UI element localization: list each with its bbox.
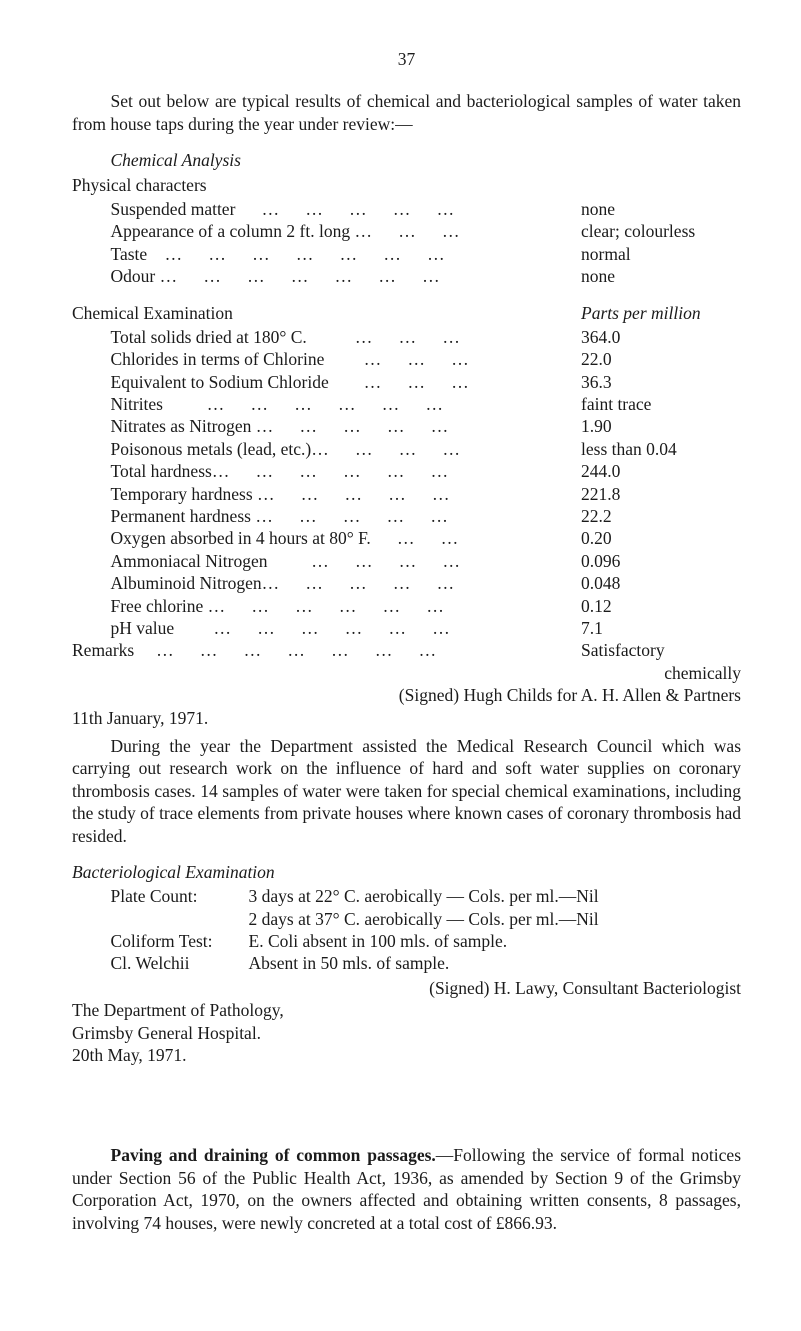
- kv-value: 22.0: [581, 348, 741, 370]
- kv-value: less than 0.04: [581, 438, 741, 460]
- kv-value: 22.2: [581, 505, 741, 527]
- bact-label: Coliform Test:: [111, 930, 249, 952]
- dept-line-1: The Department of Pathology,: [72, 999, 741, 1021]
- bact-label: [111, 908, 249, 930]
- kv-value: 0.20: [581, 527, 741, 549]
- remarks-label: Remarks … … … … … … …: [72, 639, 436, 661]
- kv-value: normal: [581, 243, 741, 265]
- intro-paragraph: Set out below are typical results of che…: [72, 90, 741, 135]
- kv-label: Nitrates as Nitrogen … … … … …: [111, 415, 449, 437]
- kv-value: 0.096: [581, 550, 741, 572]
- kv-label: Permanent hardness … … … … …: [111, 505, 448, 527]
- physical-characters-heading: Physical characters: [72, 174, 741, 196]
- kv-row: Total solids dried at 180° C. … … … 364.0: [111, 326, 742, 348]
- kv-row: Nitrites … … … … … … faint trace: [111, 393, 742, 415]
- kv-value: none: [581, 198, 741, 220]
- chemical-examination-heading: Chemical Examination: [72, 302, 233, 324]
- parts-per-million-heading: Parts per million: [581, 302, 741, 324]
- kv-row: Odour … … … … … … … none: [111, 265, 742, 287]
- kv-row: Taste … … … … … … … normal: [111, 243, 742, 265]
- kv-value: none: [581, 265, 741, 287]
- remarks-value: Satisfactory: [581, 639, 741, 661]
- kv-value: 0.048: [581, 572, 741, 594]
- kv-row: Total hardness… … … … … … 244.0: [111, 460, 742, 482]
- kv-label: Albuminoid Nitrogen… … … … …: [111, 572, 455, 594]
- bacteriological-list: Plate Count: 3 days at 22° C. aerobicall…: [111, 885, 742, 975]
- kv-value: 7.1: [581, 617, 741, 639]
- bact-label: Cl. Welchii: [111, 952, 249, 974]
- bact-label: Plate Count:: [111, 885, 249, 907]
- kv-label: Taste … … … … … … …: [111, 243, 445, 265]
- chemical-analysis-heading: Chemical Analysis: [111, 149, 742, 171]
- kv-row: Albuminoid Nitrogen… … … … … 0.048: [111, 572, 742, 594]
- kv-row: pH value … … … … … … 7.1: [111, 617, 742, 639]
- kv-value: 1.90: [581, 415, 741, 437]
- kv-label: Odour … … … … … … …: [111, 265, 440, 287]
- bact-row: Cl. Welchii Absent in 50 mls. of sample.: [111, 952, 742, 974]
- kv-value: 364.0: [581, 326, 741, 348]
- remarks-value-2: chemically: [631, 662, 741, 684]
- kv-label: Suspended matter … … … … …: [111, 198, 455, 220]
- kv-value: 36.3: [581, 371, 741, 393]
- paving-heading: Paving and draining of common passages.: [111, 1145, 436, 1165]
- bact-value: 2 days at 37° C. aerobically — Cols. per…: [249, 908, 742, 930]
- kv-row: Suspended matter … … … … … none: [111, 198, 742, 220]
- date-line-1: 11th January, 1971.: [72, 707, 741, 729]
- kv-row: Chlorides in terms of Chlorine … … … 22.0: [111, 348, 742, 370]
- mid-paragraph: During the year the Department assisted …: [72, 735, 741, 847]
- kv-label: Temporary hardness … … … … …: [111, 483, 450, 505]
- signature-line-1: (Signed) Hugh Childs for A. H. Allen & P…: [72, 684, 741, 706]
- kv-row: Permanent hardness … … … … … 22.2: [111, 505, 742, 527]
- bact-row: Coliform Test: E. Coli absent in 100 mls…: [111, 930, 742, 952]
- kv-label: Equivalent to Sodium Chloride … … …: [111, 371, 469, 393]
- bact-row: 2 days at 37° C. aerobically — Cols. per…: [111, 908, 742, 930]
- remarks-row-2: chemically: [72, 662, 741, 684]
- page-number: 37: [72, 48, 741, 70]
- kv-row: Oxygen absorbed in 4 hours at 80° F. … ……: [111, 527, 742, 549]
- chemical-examination-header-row: Chemical Examination Parts per million: [72, 302, 741, 326]
- kv-label: Chlorides in terms of Chlorine … … …: [111, 348, 469, 370]
- kv-row: Ammoniacal Nitrogen … … … … 0.096: [111, 550, 742, 572]
- kv-label: Oxygen absorbed in 4 hours at 80° F. … …: [111, 527, 459, 549]
- kv-row: Nitrates as Nitrogen … … … … … 1.90: [111, 415, 742, 437]
- kv-row: Equivalent to Sodium Chloride … … … 36.3: [111, 371, 742, 393]
- kv-row: Temporary hardness … … … … … 221.8: [111, 483, 742, 505]
- kv-row: Free chlorine … … … … … … 0.12: [111, 595, 742, 617]
- kv-row: Appearance of a column 2 ft. long … … … …: [111, 220, 742, 242]
- bact-value: 3 days at 22° C. aerobically — Cols. per…: [249, 885, 742, 907]
- bact-row: Plate Count: 3 days at 22° C. aerobicall…: [111, 885, 742, 907]
- bact-value: Absent in 50 mls. of sample.: [249, 952, 742, 974]
- kv-label: Free chlorine … … … … … …: [111, 595, 444, 617]
- kv-label: Total hardness… … … … … …: [111, 460, 449, 482]
- signature-line-2: (Signed) H. Lawy, Consultant Bacteriolog…: [72, 977, 741, 999]
- kv-label: Total solids dried at 180° C. … … …: [111, 326, 460, 348]
- kv-label: Appearance of a column 2 ft. long … … …: [111, 220, 460, 242]
- physical-characters-list: Suspended matter … … … … … none Appearan…: [111, 198, 742, 288]
- dept-line-2: Grimsby General Hospital.: [72, 1022, 741, 1044]
- kv-value: faint trace: [581, 393, 741, 415]
- kv-value: 244.0: [581, 460, 741, 482]
- kv-value: clear; colourless: [581, 220, 741, 242]
- kv-value: 221.8: [581, 483, 741, 505]
- bact-value: E. Coli absent in 100 mls. of sample.: [249, 930, 742, 952]
- kv-row: Poisonous metals (lead, etc.)… … … … less…: [111, 438, 742, 460]
- kv-value: 0.12: [581, 595, 741, 617]
- kv-label: Ammoniacal Nitrogen … … … …: [111, 550, 460, 572]
- bacteriological-heading: Bacteriological Examination: [72, 861, 741, 883]
- kv-label: Nitrites … … … … … …: [111, 393, 444, 415]
- paving-paragraph: Paving and draining of common passages.—…: [72, 1144, 741, 1234]
- kv-label: Poisonous metals (lead, etc.)… … … …: [111, 438, 460, 460]
- remarks-row: Remarks … … … … … … … Satisfactory: [72, 639, 741, 661]
- chemical-examination-list: Total solids dried at 180° C. … … … 364.0…: [111, 326, 742, 639]
- date-line-2: 20th May, 1971.: [72, 1044, 741, 1066]
- kv-label: pH value … … … … … …: [111, 617, 450, 639]
